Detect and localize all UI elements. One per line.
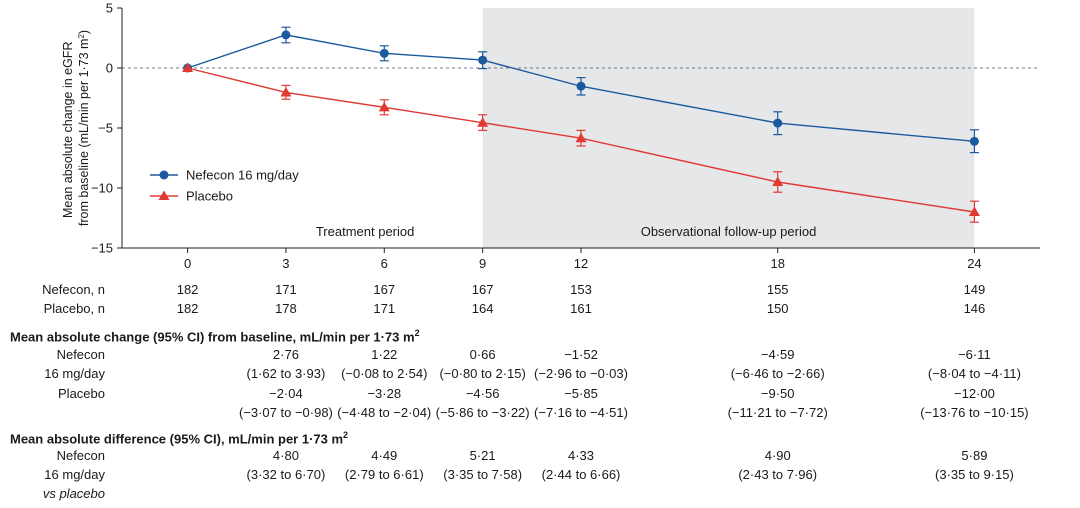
data-point <box>968 206 980 216</box>
x-tick-label: 12 <box>574 256 588 271</box>
legend-item-placebo: Placebo <box>150 189 233 204</box>
data-point <box>575 132 587 143</box>
x-tick-label: 18 <box>770 256 784 271</box>
x-tick-label: 6 <box>381 256 388 271</box>
legend-marker <box>158 190 170 200</box>
y-tick-label: −10 <box>91 181 113 196</box>
data-point <box>378 101 390 112</box>
data-point <box>477 117 489 127</box>
axes: 5 0 −5 −10 −15 0 3 6 9 12 18 24 <box>91 1 1040 271</box>
data-point <box>773 118 783 128</box>
data-point <box>576 81 586 91</box>
y-tick-label: 0 <box>106 61 113 76</box>
legend: Nefecon 16 mg/day Placebo <box>150 168 299 204</box>
data-point <box>772 176 784 186</box>
treatment-period-label: Treatment period <box>316 224 415 239</box>
y-axis-label-close: ) <box>77 30 91 34</box>
legend-marker <box>159 170 169 180</box>
y-axis-label-line-1: Mean absolute change in eGFR <box>61 41 75 218</box>
followup-shaded-region <box>482 8 975 248</box>
x-tick-label: 24 <box>967 256 981 271</box>
series-layer <box>182 26 980 223</box>
data-point <box>280 86 292 97</box>
series-nefecon <box>183 26 979 154</box>
legend-label: Placebo <box>186 189 233 204</box>
data-point <box>182 62 194 72</box>
x-tick-label: 0 <box>184 256 191 271</box>
series-placebo <box>182 62 980 223</box>
y-tick-label: −5 <box>98 121 113 136</box>
x-tick-label: 3 <box>282 256 289 271</box>
y-axis-label-line-2: from baseline (mL/min per 1·73 m2) <box>77 30 92 226</box>
y-axis-label: Mean absolute change in eGFR from baseli… <box>61 30 91 226</box>
data-point <box>379 48 389 58</box>
data-point <box>478 55 488 65</box>
data-point <box>969 136 979 146</box>
followup-period-label: Observational follow-up period <box>641 224 817 239</box>
y-axis-label-line-2-text: from baseline (mL/min per 1·73 m <box>77 39 91 227</box>
x-tick-label: 9 <box>479 256 486 271</box>
legend-item-nefecon: Nefecon 16 mg/day <box>150 168 299 183</box>
legend-label: Nefecon 16 mg/day <box>186 168 299 183</box>
y-axis-label-sup: 2 <box>77 34 86 39</box>
y-tick-label: 5 <box>106 1 113 16</box>
data-point <box>281 30 291 40</box>
y-tick-label: −15 <box>91 241 113 256</box>
